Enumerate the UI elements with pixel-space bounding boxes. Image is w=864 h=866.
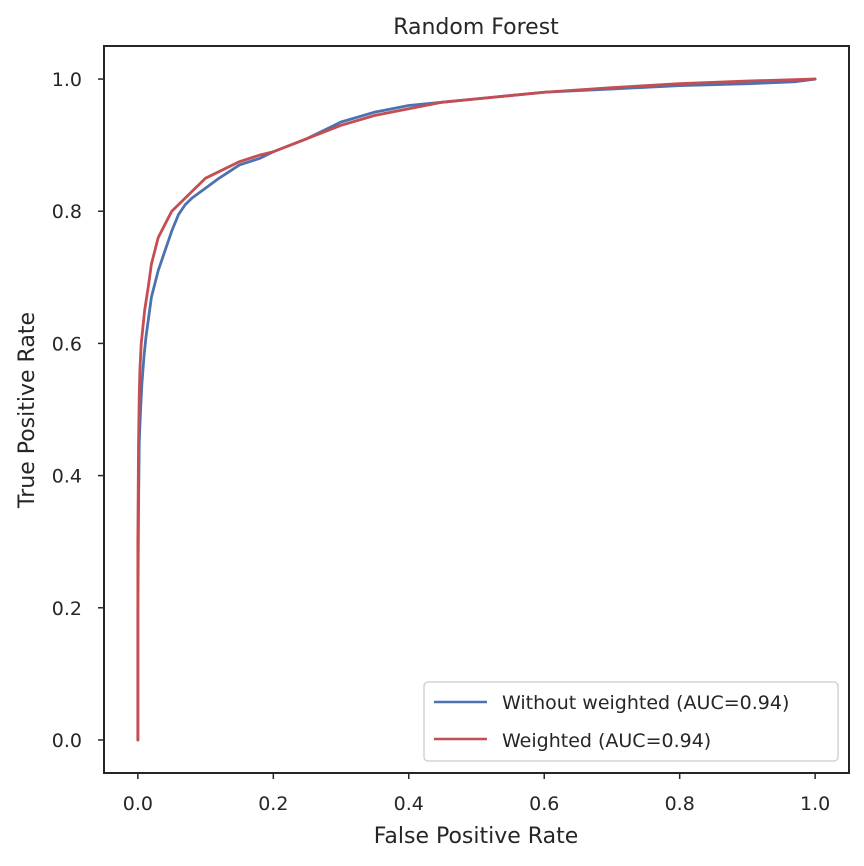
x-tick-label: 0.6 — [529, 793, 559, 815]
series-line-without-weighted — [136, 77, 817, 742]
y-tick-label: 0.6 — [52, 333, 82, 355]
plot-area-frame — [103, 45, 850, 774]
y-tick-label: 1.0 — [52, 69, 82, 91]
legend-label-weighted: Weighted (AUC=0.94) — [502, 730, 711, 752]
series-line-weighted — [136, 77, 817, 742]
chart-title: Random Forest — [393, 15, 559, 40]
x-tick-label: 0.8 — [665, 793, 695, 815]
y-axis-label: True Positive Rate — [15, 312, 40, 509]
legend: Without weighted (AUC=0.94) Weighted (AU… — [423, 681, 839, 762]
y-tick-label: 0.2 — [52, 598, 82, 620]
x-tick-label: 0.2 — [258, 793, 288, 815]
y-tick-label: 0.0 — [52, 730, 82, 752]
y-tick-label: 0.4 — [52, 466, 82, 488]
x-tick-label: 0.0 — [123, 793, 153, 815]
y-tick-label: 0.8 — [52, 201, 82, 223]
legend-box — [423, 681, 839, 762]
x-tick-label: 1.0 — [800, 793, 830, 815]
x-tick-label: 0.4 — [394, 793, 424, 815]
legend-label-without-weighted: Without weighted (AUC=0.94) — [502, 692, 789, 714]
x-axis-label: False Positive Rate — [374, 824, 578, 849]
